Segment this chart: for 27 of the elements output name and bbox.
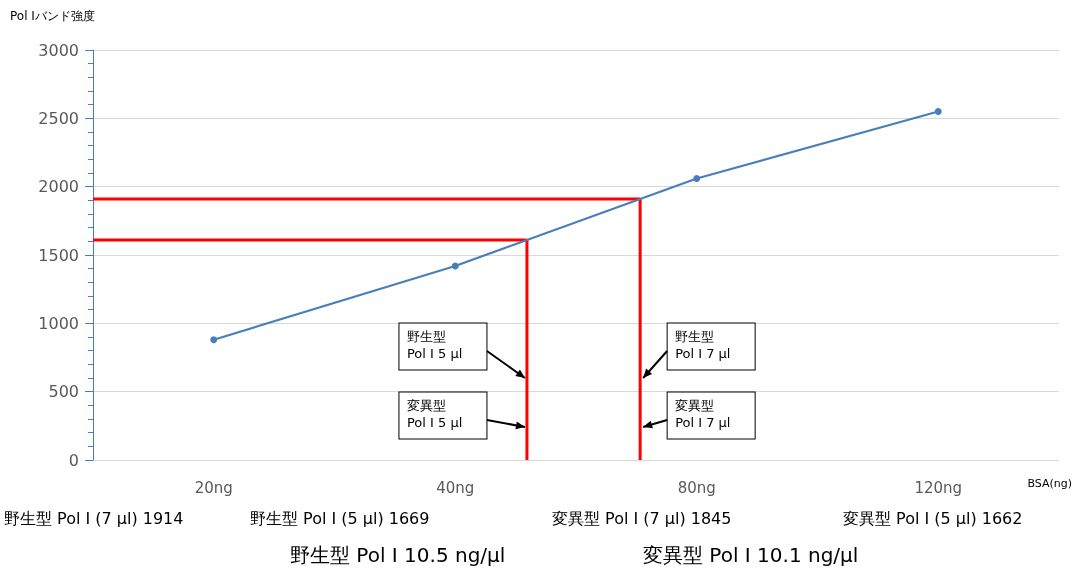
x-tick-label: 80ng xyxy=(677,478,716,497)
point xyxy=(210,336,218,344)
point xyxy=(934,108,942,115)
y-tick-label: 3000 xyxy=(38,40,79,60)
point xyxy=(693,174,701,182)
x-tick-label: 20ng xyxy=(194,478,233,497)
y-tick-label: 500 xyxy=(48,382,79,402)
y-tick-label: 1000 xyxy=(38,313,79,333)
annotation: 野生型 Pol I 7 µl xyxy=(675,329,731,361)
y-axis-title: Pol Iバンド強度 xyxy=(10,9,95,23)
text: 野生型 Pol I (7 µl) 1914 xyxy=(4,509,184,528)
text: 野生型 Pol I (5 µl) 1669 xyxy=(250,509,430,528)
annotation: 野生型 Pol I 5 µl xyxy=(406,329,463,361)
x-axis-title: BSA(ng) xyxy=(1027,477,1072,490)
y-tick-label: 1500 xyxy=(38,245,79,265)
text: 変異型 Pol I 10.1 ng/µl xyxy=(643,543,859,567)
annotation: 変異型 Pol I 5 µl xyxy=(406,398,463,430)
point xyxy=(451,262,459,270)
text: 野生型 Pol I 10.5 ng/µl xyxy=(290,543,506,567)
x-tick-label: 40ng xyxy=(436,478,475,497)
y-tick-label: 2000 xyxy=(38,177,79,197)
y-tick-label: 2500 xyxy=(38,108,79,128)
text: 変異型 Pol I (7 µl) 1845 xyxy=(552,509,732,528)
x-tick-label: 120ng xyxy=(914,478,963,497)
y-tick-label: 0 xyxy=(68,450,79,470)
text: 変異型 Pol I (5 µl) 1662 xyxy=(843,509,1023,528)
annotation: 変異型 Pol I 7 µl xyxy=(675,398,731,430)
